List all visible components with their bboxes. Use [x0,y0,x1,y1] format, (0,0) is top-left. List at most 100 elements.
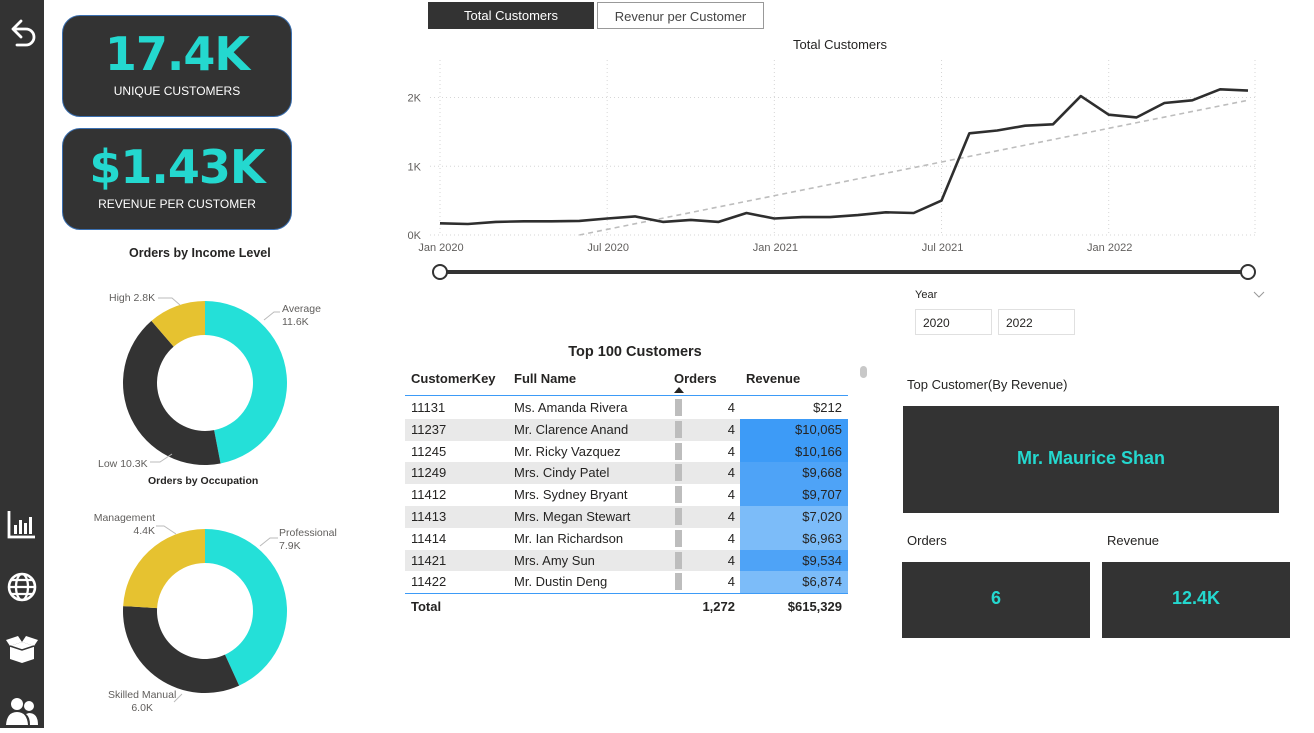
income-slice-low[interactable] [122,320,221,465]
slice-value: 4.4K [133,525,155,537]
table-scrollbar[interactable] [860,366,867,378]
table-row[interactable]: 11249 Mrs. Cindy Patel 4 $9,668 [405,462,848,485]
cell-full-name: Mr. Ricky Vazquez [514,443,621,459]
occupation-slice-skilled-manual[interactable] [123,606,240,693]
occupation-label-skilled-manual: Skilled Manual 6.0K [108,689,176,715]
table-row[interactable]: 11131 Ms. Amanda Rivera 4 $212 [405,397,848,419]
open-box-icon[interactable] [5,632,39,666]
x-tick-label: Jan 2022 [1087,242,1132,254]
series-line [439,87,1249,226]
globe-icon[interactable] [5,570,39,604]
income-slice-average[interactable] [205,301,287,464]
range-handle-end[interactable] [1240,264,1256,280]
orders-label: Orders [907,533,947,548]
table-row[interactable]: 11412 Mrs. Sydney Bryant 4 $9,707 [405,484,848,506]
slice-value: 2.8K [133,292,156,304]
cell-revenue: $9,534 [740,549,848,572]
top-customer-card: Mr. Maurice Shan [903,406,1279,513]
occupation-leader-lines [156,525,278,703]
orders-databar [675,464,682,482]
orders-card: 6 [902,562,1090,638]
total-customers-line-chart[interactable]: Total Customers 0K 1K 2K Jan 2020 Jul 2020 J… [395,30,1275,330]
table-title: Top 100 Customers [568,344,702,360]
income-label-low: Low 10.3K [98,458,148,471]
kpi-value: 17.4K [104,27,250,81]
slice-name: Professional [279,527,337,539]
slice-value: 7.9K [279,540,301,552]
kpi-label: UNIQUE CUSTOMERS [113,84,241,98]
cell-customerkey: 11414 [411,530,447,546]
cell-revenue: $6,963 [740,527,848,550]
cell-revenue: $9,707 [740,484,848,506]
kpi-card-unique-customers: 17.4K UNIQUE CUSTOMERS [62,15,292,117]
y-tick-label: 2K [408,93,422,105]
x-tick-label: Jan 2020 [418,242,463,254]
slice-name: Average [282,303,321,315]
orders-databar [675,529,682,547]
occupation-donut[interactable] [105,511,305,711]
cell-revenue: $7,020 [740,506,848,528]
top-customer-name: Mr. Maurice Shan [1016,448,1166,468]
cell-customerkey: 11422 [411,574,447,590]
total-divider [405,593,848,594]
income-donut[interactable] [105,283,305,483]
cell-full-name: Mrs. Cindy Patel [514,465,610,481]
cell-orders: 4 [727,443,735,459]
kpi-label: REVENUE PER CUSTOMER [98,197,256,211]
income-slice-high[interactable] [151,301,205,347]
x-tick-label: Jul 2021 [922,242,964,254]
table-row[interactable]: 11237 Mr. Clarence Anand 4 $10,065 [405,418,848,441]
table-row[interactable]: 11245 Mr. Ricky Vazquez 4 $10,166 [405,440,848,463]
year-slicer-label: Year [915,289,938,301]
orders-databar [675,442,682,460]
income-label-high: High 2.8K [109,292,155,305]
table-row[interactable]: 11421 Mrs. Amy Sun 4 $9,534 [405,549,848,572]
slice-name: High [109,292,131,304]
occupation-slice-management[interactable] [123,529,205,609]
cell-customerkey: 11249 [411,465,447,481]
orders-databar [675,399,682,416]
column-header-orders[interactable]: Orders [674,371,717,386]
cell-full-name: Mr. Clarence Anand [514,421,629,437]
cell-orders: 4 [727,421,735,437]
column-header-revenue[interactable]: Revenue [746,371,801,386]
cell-customerkey: 11421 [411,552,447,568]
x-tick-label: Jan 2021 [753,242,798,254]
column-header-full-name[interactable]: Full Name [514,371,577,386]
y-tick-label: 0K [408,230,422,242]
orders-databar [675,551,682,569]
cell-customerkey: 11245 [411,443,447,459]
users-icon[interactable] [5,694,39,728]
occupation-slice-professional[interactable] [205,529,287,686]
total-orders: 1,272 [702,599,735,614]
slice-name: Low [98,458,118,470]
slice-value: 10.3K [120,458,148,470]
x-tick-label: Jul 2020 [587,242,629,254]
column-header-customerkey[interactable]: CustomerKey [411,371,496,386]
bar-chart-icon[interactable] [5,507,39,541]
table-row[interactable]: 11413 Mrs. Megan Stewart 4 $7,020 [405,506,848,528]
chevron-down-icon[interactable] [1253,291,1265,298]
tab-revenue-per-customer[interactable]: Revenur per Customer [597,2,764,29]
undo-icon[interactable] [5,16,39,50]
cell-revenue: $212 [740,397,848,419]
year-to-input[interactable]: 2022 [998,309,1075,335]
trend-line [579,99,1249,236]
table-row[interactable]: 11422 Mr. Dustin Deng 4 $6,874 [405,571,848,594]
year-from-input[interactable]: 2020 [915,309,992,335]
cell-orders: 4 [727,530,735,546]
cell-full-name: Ms. Amanda Rivera [514,400,628,415]
top-customer-label: Top Customer(By Revenue) [907,377,1068,392]
income-label-average: Average 11.6K [282,303,321,329]
tab-total-customers[interactable]: Total Customers [428,2,594,29]
sort-desc-icon[interactable] [674,387,684,393]
y-tick-label: 1K [408,161,422,173]
cell-revenue: $9,668 [740,462,848,485]
orders-value: 6 [990,588,1001,608]
slice-value: 6.0K [131,702,153,714]
occupation-label-management: Management 4.4K [89,512,155,538]
range-handle-start[interactable] [432,264,448,280]
cell-orders: 4 [727,400,735,415]
table-row[interactable]: 11414 Mr. Ian Richardson 4 $6,963 [405,527,848,550]
kpi-value: $1.43K [89,140,265,194]
